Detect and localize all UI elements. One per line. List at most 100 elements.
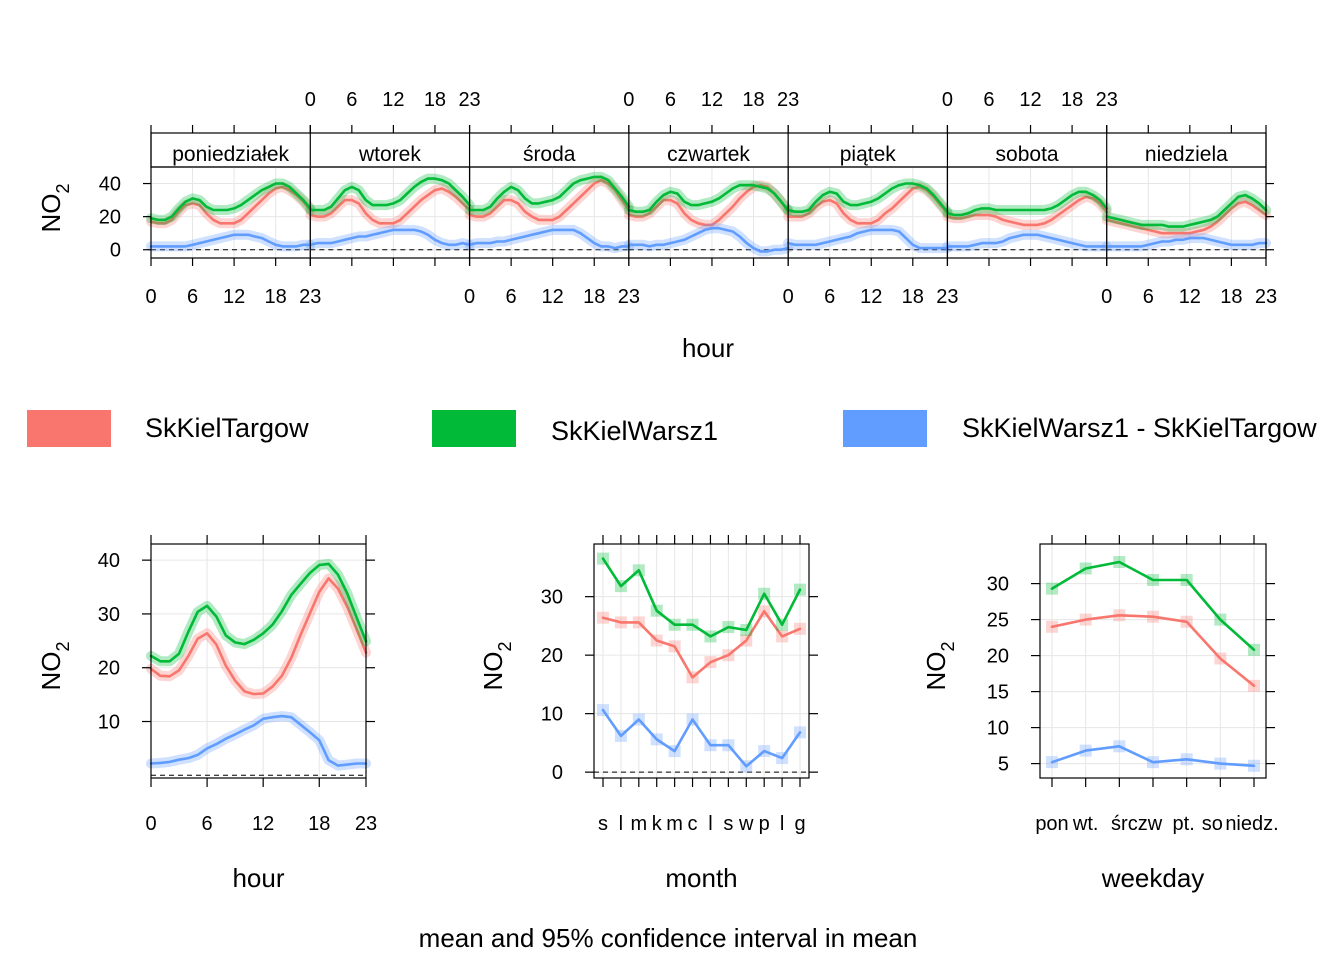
x-tick-label: 6 xyxy=(187,286,198,308)
series-line-2-4 xyxy=(786,228,949,250)
legend-swatch-1 xyxy=(432,410,516,447)
y-axis-title-subscript: 2 xyxy=(495,641,515,651)
y-tick-label: 30 xyxy=(987,574,1009,596)
series-line-0 xyxy=(601,609,802,679)
x-tick-label: w xyxy=(738,813,754,835)
panel-border xyxy=(593,543,810,779)
series-line-2 xyxy=(601,708,802,768)
series-line-2-5 xyxy=(946,233,1108,248)
x-tick-label: g xyxy=(794,813,805,835)
x-tick-label: 6 xyxy=(202,813,213,835)
ci-band-2-3 xyxy=(623,223,794,257)
series-line-0-4 xyxy=(786,185,949,225)
series-line-1 xyxy=(1050,560,1256,652)
x-tick-label: 18 xyxy=(308,813,330,835)
strip-label: niedziela xyxy=(1145,143,1228,166)
legend-swatch-0 xyxy=(27,410,111,447)
x-tick-label: 0 xyxy=(623,89,634,111)
series-line-1-5 xyxy=(946,190,1108,217)
x-tick-label: 0 xyxy=(1101,286,1112,308)
series-line-0-2 xyxy=(468,178,631,222)
series-line-2-0 xyxy=(149,233,312,248)
x-tick-label: 12 xyxy=(701,89,723,111)
x-tick-label: m xyxy=(666,813,683,835)
x-tick-label: 18 xyxy=(583,286,605,308)
x-tick-label: l xyxy=(780,813,784,835)
y-tick-label: 30 xyxy=(98,604,120,626)
x-tick-label: l xyxy=(708,813,712,835)
x-tick-label: c xyxy=(688,813,698,835)
x-tick-label: 0 xyxy=(145,813,156,835)
legend-label-1: SkKielWarsz1 xyxy=(551,416,718,446)
y-axis-title-main: NO xyxy=(36,194,66,233)
x-tick-label: czw xyxy=(1128,813,1163,835)
strip-label: sobota xyxy=(996,143,1059,166)
x-tick-label: 23 xyxy=(355,813,377,835)
series-line-1 xyxy=(149,562,368,663)
x-tick-label: 23 xyxy=(936,286,958,308)
strip-label: czwartek xyxy=(667,143,750,166)
x-tick-label: 0 xyxy=(783,286,794,308)
series-line-1-2 xyxy=(468,175,631,212)
series-line-2-3 xyxy=(627,226,790,253)
y-tick-label: 20 xyxy=(99,207,121,229)
x-tick-label: 6 xyxy=(506,286,517,308)
y-tick-label: 0 xyxy=(552,762,563,784)
y-axis-title: NO2 xyxy=(478,641,515,690)
x-tick-label: 23 xyxy=(458,89,480,111)
x-tick-label: 12 xyxy=(1019,89,1041,111)
series-line-2 xyxy=(149,714,368,767)
series-line-2-2 xyxy=(468,228,631,250)
x-tick-label: s xyxy=(598,813,608,835)
series-line-2-6 xyxy=(1105,236,1268,248)
x-tick-label: 18 xyxy=(742,89,764,111)
y-tick-label: 5 xyxy=(998,754,1009,776)
legend-swatch-2 xyxy=(843,410,927,447)
legend-label-2: SkKielWarsz1 - SkKielTargow xyxy=(962,413,1317,443)
series-line-0 xyxy=(149,577,368,696)
x-tick-label: 0 xyxy=(464,286,475,308)
x-tick-label: śr xyxy=(1111,813,1128,835)
y-tick-label: 20 xyxy=(98,658,120,680)
x-tick-label: pon xyxy=(1035,813,1068,835)
y-tick-label: 10 xyxy=(987,718,1009,740)
legend-label-0: SkKielTargow xyxy=(145,413,309,443)
y-tick-label: 40 xyxy=(99,174,121,196)
y-tick-label: 0 xyxy=(110,240,121,262)
y-tick-label: 40 xyxy=(98,550,120,572)
x-tick-label: 0 xyxy=(942,89,953,111)
series-line-0 xyxy=(1050,613,1256,688)
x-tick-label: s xyxy=(723,813,733,835)
y-axis-title-subscript: 2 xyxy=(938,641,958,651)
x-axis-title: hour xyxy=(232,863,284,893)
x-tick-label: 12 xyxy=(223,286,245,308)
y-axis-title-main: NO xyxy=(36,652,66,691)
y-tick-label: 10 xyxy=(98,712,120,734)
series-line-0-1 xyxy=(308,187,471,225)
hour-chart: 0 6 12 18 23 10 20 30 40 NO2 hour xyxy=(36,535,377,893)
series-line-1-6 xyxy=(1105,193,1268,228)
x-tick-label: 6 xyxy=(1143,286,1154,308)
x-axis-title: weekday xyxy=(1101,863,1205,893)
y-axis-title-main: NO xyxy=(921,652,951,691)
x-tick-label: 18 xyxy=(424,89,446,111)
x-tick-label: 18 xyxy=(1061,89,1083,111)
series-line-0-3 xyxy=(627,183,790,227)
x-tick-label: 23 xyxy=(777,89,799,111)
x-tick-label: 23 xyxy=(1096,89,1118,111)
y-tick-label: 20 xyxy=(987,646,1009,668)
x-tick-label: 18 xyxy=(902,286,924,308)
series-line-0-5 xyxy=(946,195,1108,227)
x-tick-label: 6 xyxy=(824,286,835,308)
x-tick-label: wt. xyxy=(1072,813,1099,835)
series-line-1-0 xyxy=(149,182,312,222)
panel-border xyxy=(150,543,367,779)
series-line-1-4 xyxy=(786,182,949,213)
y-axis-title: NO2 xyxy=(36,183,73,232)
x-tick-label: p xyxy=(759,813,770,835)
x-tick-label: 6 xyxy=(346,89,357,111)
x-tick-label: k xyxy=(652,813,663,835)
x-tick-label: m xyxy=(630,813,647,835)
